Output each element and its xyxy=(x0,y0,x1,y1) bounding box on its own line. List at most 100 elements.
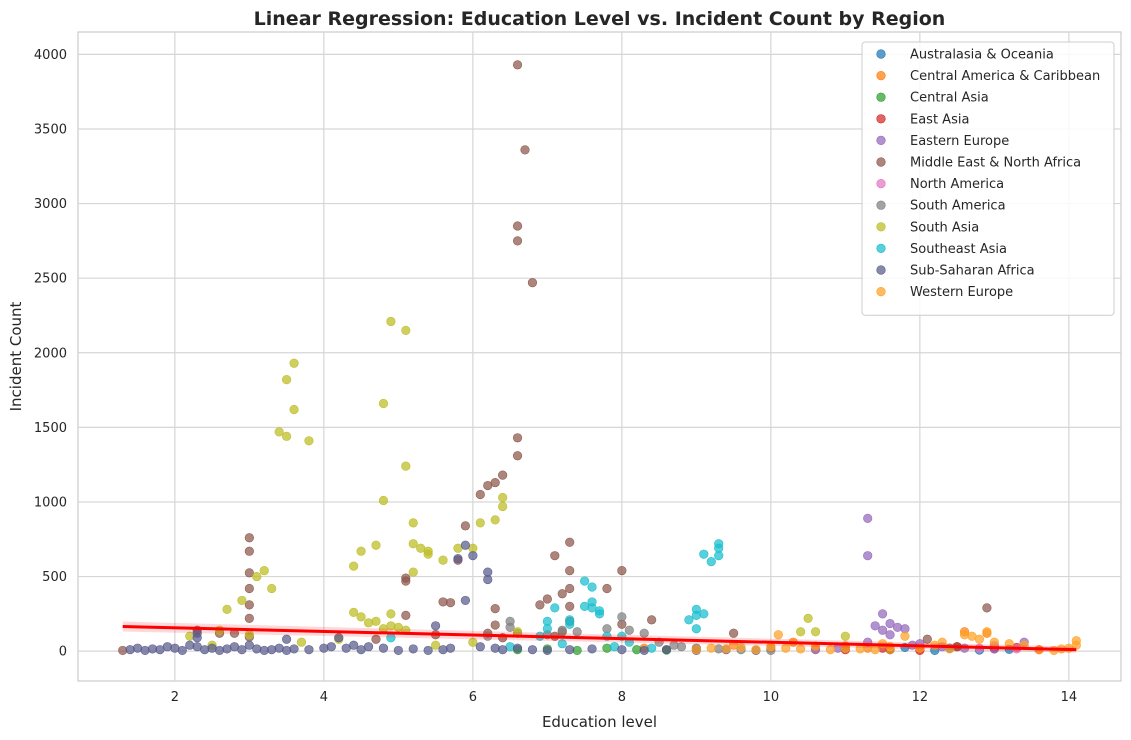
data-point xyxy=(386,609,396,619)
data-point xyxy=(565,601,575,612)
data-point xyxy=(490,620,500,630)
data-point xyxy=(468,551,478,561)
data-point xyxy=(773,630,783,640)
data-point xyxy=(460,595,471,606)
data-point xyxy=(445,598,456,608)
data-point xyxy=(892,622,903,632)
data-point xyxy=(877,609,888,619)
data-point xyxy=(408,644,418,654)
data-point xyxy=(505,622,515,632)
legend-marker xyxy=(876,265,886,275)
data-point xyxy=(565,645,575,655)
x-tick-label: 12 xyxy=(912,690,929,705)
data-point xyxy=(594,609,605,619)
data-point xyxy=(475,642,485,652)
data-point xyxy=(445,643,456,653)
data-point xyxy=(550,603,560,613)
regression-layer xyxy=(122,621,1077,653)
data-point xyxy=(512,643,523,653)
data-point xyxy=(661,645,672,655)
data-point xyxy=(438,645,448,655)
data-point xyxy=(401,610,411,620)
data-point xyxy=(237,645,247,655)
data-point xyxy=(162,642,172,652)
data-point xyxy=(244,568,254,578)
data-point xyxy=(982,603,992,613)
data-point xyxy=(736,642,746,653)
data-point xyxy=(282,645,292,656)
data-point xyxy=(468,637,478,647)
data-point xyxy=(304,645,314,655)
data-point xyxy=(244,600,254,610)
data-point xyxy=(401,576,411,586)
data-point xyxy=(617,565,627,576)
data-point xyxy=(408,539,418,549)
data-point xyxy=(125,645,135,655)
data-point xyxy=(602,643,612,653)
data-point xyxy=(617,645,627,655)
data-point xyxy=(498,501,508,512)
y-tick-label: 3000 xyxy=(34,197,67,212)
data-point xyxy=(550,551,560,561)
data-point xyxy=(423,549,433,559)
data-point xyxy=(587,644,597,654)
data-point xyxy=(378,643,389,653)
data-point xyxy=(721,644,731,654)
data-point xyxy=(527,645,538,655)
data-point xyxy=(289,358,299,368)
x-tick-label: 2 xyxy=(171,690,179,705)
data-point xyxy=(252,571,262,582)
data-point xyxy=(751,645,761,655)
legend-marker xyxy=(876,114,886,124)
legend-label: South Asia xyxy=(910,220,979,235)
legend-label: Eastern Europe xyxy=(910,134,1009,149)
data-point xyxy=(498,470,508,480)
y-tick-label: 3500 xyxy=(34,122,67,137)
data-point xyxy=(728,628,739,638)
legend-label: Central America & Caribbean xyxy=(910,69,1100,84)
data-point xyxy=(214,645,225,656)
data-point xyxy=(565,537,575,547)
data-point xyxy=(587,582,597,592)
legend-marker xyxy=(876,49,886,59)
data-point xyxy=(542,645,552,656)
x-tick-label: 10 xyxy=(763,690,780,705)
data-point xyxy=(959,630,970,640)
data-point xyxy=(326,642,336,652)
data-point xyxy=(520,145,530,155)
legend-marker xyxy=(876,243,886,253)
legend: Australasia & Oceania Central America & C… xyxy=(861,41,1115,316)
data-point xyxy=(647,615,657,625)
legend-label: Western Europe xyxy=(910,285,1013,300)
x-axis-title: Education level xyxy=(542,713,657,731)
data-point xyxy=(304,436,314,446)
legend-label: Middle East & North Africa xyxy=(910,156,1081,171)
legend-label: East Asia xyxy=(910,112,969,127)
data-point xyxy=(557,625,567,635)
regression-line xyxy=(122,625,1077,652)
legend-box xyxy=(861,41,1115,316)
data-point xyxy=(244,583,254,594)
legend-marker xyxy=(876,135,886,145)
data-point xyxy=(296,637,307,647)
x-tick-label: 4 xyxy=(320,690,328,705)
data-point xyxy=(684,615,694,625)
data-point xyxy=(557,589,567,599)
data-point xyxy=(803,613,813,623)
data-point xyxy=(863,513,873,523)
data-point xyxy=(453,554,463,564)
data-point xyxy=(512,236,523,246)
data-point xyxy=(378,495,389,506)
data-point xyxy=(542,616,552,626)
legend-marker xyxy=(876,157,886,167)
data-point xyxy=(490,643,500,653)
data-point xyxy=(922,634,932,644)
data-point xyxy=(490,515,500,525)
data-point xyxy=(200,645,210,655)
data-point xyxy=(267,645,277,655)
data-point xyxy=(282,634,292,644)
data-point xyxy=(639,628,649,638)
data-point xyxy=(706,557,716,567)
data-point xyxy=(579,576,590,586)
